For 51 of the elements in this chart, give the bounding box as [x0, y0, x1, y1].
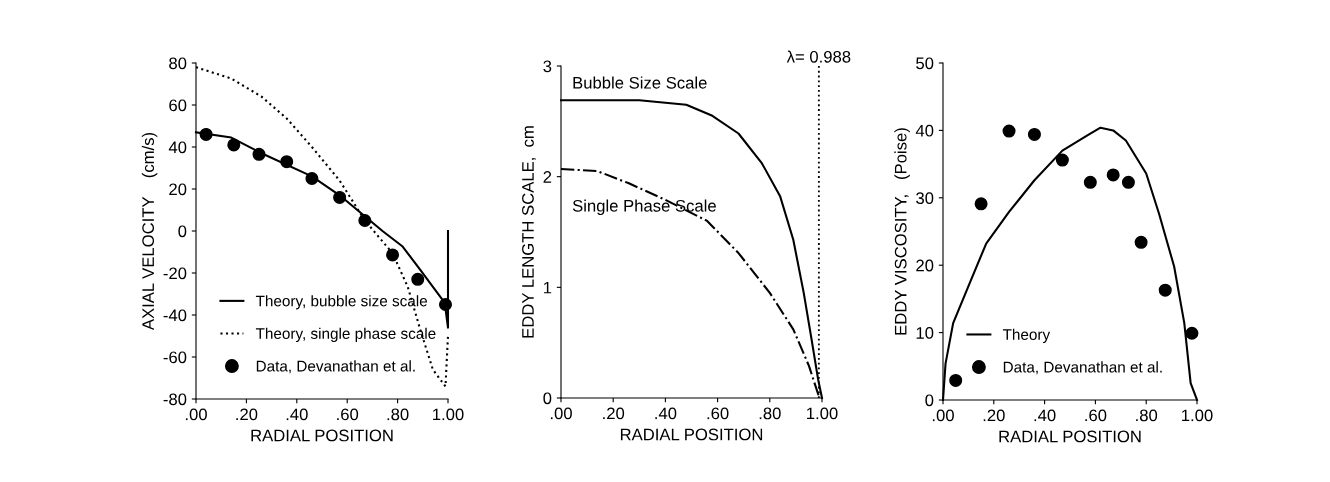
ref-line-label: λ= 0.988	[786, 50, 851, 63]
x-tick-label: .80	[387, 408, 409, 421]
y-tick-label: 50	[916, 57, 934, 70]
x-tick-label: .40	[1034, 409, 1056, 422]
y-tick-label: 40	[168, 141, 187, 154]
y-tick-label: 0	[543, 392, 552, 405]
y-tick-label: 40	[915, 124, 934, 137]
y-tick-label: 10	[916, 327, 934, 339]
x-tick-label: .20	[236, 408, 258, 421]
x-tick-label: .00	[185, 408, 207, 421]
series-label: Bubble Size Scale	[573, 76, 707, 89]
y-tick-label: 60	[169, 99, 187, 112]
x-tick-label: .40	[655, 407, 677, 420]
legend-label: Theory	[1002, 328, 1051, 343]
x-tick-label: 1.00	[1182, 409, 1213, 422]
legend-label: Data, Devanathan et al.	[256, 360, 415, 374]
x-tick-label: .80	[759, 407, 781, 420]
x-tick-label: 1.00	[433, 408, 464, 421]
x-axis-title: RADIAL POSITION	[251, 429, 393, 442]
y-tick-label: 80	[169, 57, 187, 70]
y-tick-label: -60	[163, 351, 187, 364]
x-tick-label: .00	[932, 409, 954, 422]
x-tick-label: .60	[337, 408, 359, 421]
y-tick-label: -80	[163, 393, 187, 406]
x-tick-label: .60	[1085, 409, 1107, 422]
y-tick-label: -40	[163, 309, 187, 322]
y-tick-label: 2	[543, 171, 552, 183]
x-tick-label: 1.00	[807, 407, 838, 420]
x-tick-label: .00	[550, 407, 572, 420]
y-axis-title: AXIAL VELOCITY (cm/s)	[141, 132, 158, 331]
y-tick-label: 20	[169, 183, 187, 196]
legend-label: Data, Devanathan et al.	[1003, 361, 1162, 375]
x-axis-title: RADIAL POSITION	[620, 428, 763, 441]
y-tick-label: 30	[916, 192, 934, 204]
series-label: Single Phase Scale	[572, 199, 716, 216]
x-tick-label: .60	[707, 407, 729, 420]
y-tick-label: 3	[543, 60, 552, 73]
x-axis-title: RADIAL POSITION	[999, 430, 1141, 443]
x-tick-label: .80	[1136, 409, 1158, 422]
y-axis-title: EDDY LENGTH SCALE, cm	[522, 126, 536, 338]
y-axis-title: EDDY VISCOSITY, (Poise)	[894, 128, 910, 335]
y-tick-label: 0	[178, 225, 187, 238]
legend-label: Theory, single phase scale	[255, 327, 436, 342]
x-tick-label: .40	[286, 408, 308, 421]
x-tick-label: .20	[603, 407, 625, 420]
x-tick-label: .20	[983, 409, 1005, 422]
y-tick-label: 20	[916, 259, 934, 272]
y-tick-label: -20	[163, 267, 187, 280]
y-tick-label: 1	[543, 281, 552, 294]
y-tick-label: 0	[925, 394, 934, 407]
legend-label: Theory, bubble size scale	[255, 295, 428, 310]
